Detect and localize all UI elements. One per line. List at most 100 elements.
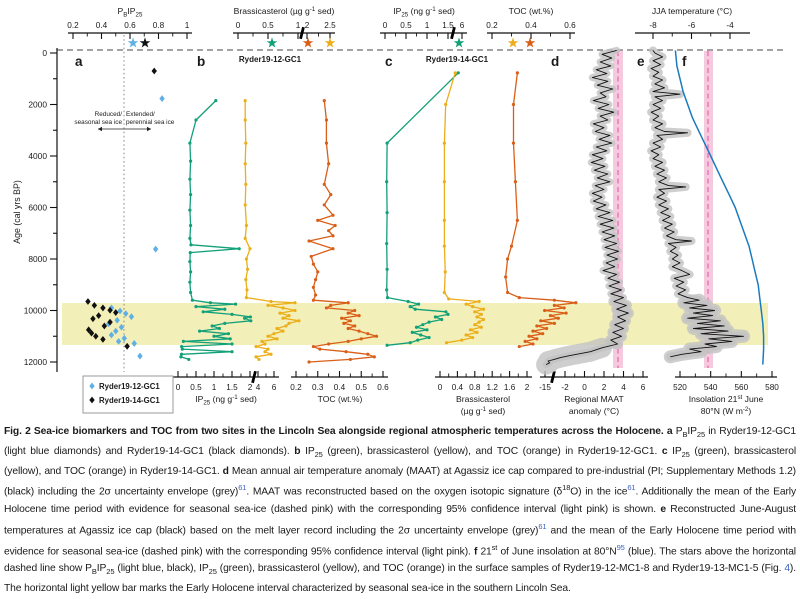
svg-text:80°N (W m-2): 80°N (W m-2) (701, 406, 752, 416)
svg-text:anomaly (°C): anomaly (°C) (569, 406, 619, 416)
svg-text:0.6: 0.6 (377, 383, 389, 392)
panel-letter-f: f (682, 54, 687, 69)
svg-text:Insolation 21st June: Insolation 21st June (689, 394, 764, 404)
axis-toc_c: 0.2 0.4 0.6 (486, 21, 576, 39)
series-ip25_b (179, 99, 253, 362)
figure-caption: Fig. 2 Sea-ice biomarkers and TOC from t… (4, 426, 797, 594)
svg-text:0: 0 (236, 21, 241, 30)
site-label: Ryder19-14-GC1 (426, 55, 489, 64)
svg-text:TOC (wt.%): TOC (wt.%) (509, 6, 554, 16)
svg-text:2.5: 2.5 (324, 21, 336, 30)
axis-brass_c: 0 0.4 0.8 1.2 1.6 2 (435, 371, 532, 392)
panel-letter-e: e (637, 54, 645, 69)
svg-text:PBIP25: PBIP25 (118, 6, 143, 18)
svg-text:2000: 2000 (28, 100, 47, 110)
svg-text:0.2: 0.2 (67, 21, 79, 30)
svg-text:2: 2 (525, 383, 530, 392)
svg-text:10000: 10000 (24, 306, 48, 316)
legend-label: Ryder19-14-GC1 (99, 396, 160, 405)
scatter-pbip25-ryder19-14-gc1 (85, 67, 157, 350)
svg-text:0: 0 (383, 21, 388, 30)
svg-text:Age (cal yrs BP): Age (cal yrs BP) (12, 180, 22, 244)
svg-text:0.8: 0.8 (469, 383, 481, 392)
svg-text:perennial sea ice: perennial sea ice (126, 119, 175, 126)
svg-text:-8: -8 (649, 21, 657, 30)
figure-svg: 0 2000 4000 6 0 0 0 8000 10000 12000 Age (cal yrs … (12, 6, 786, 416)
svg-text:1.5: 1.5 (226, 383, 238, 392)
svg-text:560: 560 (734, 383, 748, 392)
panel-letter-d: d (551, 54, 559, 69)
svg-text:2: 2 (305, 21, 310, 30)
axis-ip25_c: 0 0.5 1 1.5 6 (380, 21, 467, 40)
svg-text:0: 0 (176, 383, 181, 392)
legend: Ryder19-12-GC1 Ryder19-14-GC1 (82, 375, 174, 414)
surface-sample-stars (127, 37, 536, 48)
panel-letter-b: b (197, 54, 205, 69)
svg-text:6: 6 (460, 21, 465, 30)
svg-text:1.5: 1.5 (442, 21, 454, 30)
panel-letter-c: c (385, 54, 393, 69)
svg-text:Extended/: Extended/ (126, 111, 155, 118)
confidence-pink-band (704, 51, 713, 368)
svg-text:0.6: 0.6 (124, 21, 136, 30)
svg-text:0.2: 0.2 (486, 21, 498, 30)
axis-pbip25: 0.2 0.4 0.6 0.8 1 (67, 21, 192, 39)
svg-text:0.5: 0.5 (262, 21, 274, 30)
series-brass_b (243, 99, 301, 362)
axis-brass_b: 0 0.5 1 2 2.5 (233, 21, 336, 40)
sea-ice-regime-annotation: Reduced/seasonal sea ice Extended/perenni… (74, 111, 175, 132)
legend-label: Ryder19-12-GC1 (99, 382, 160, 391)
confidence-pink-band (613, 51, 623, 368)
series-jja_e (647, 46, 750, 364)
svg-text:520: 520 (673, 383, 687, 392)
series-toc_c (504, 71, 578, 349)
svg-text:0.3: 0.3 (312, 383, 324, 392)
svg-text:4000: 4000 (28, 151, 47, 161)
svg-text:Regional MAAT: Regional MAAT (564, 394, 624, 404)
svg-text:-2: -2 (561, 383, 569, 392)
svg-text:JJA temperature (°C): JJA temperature (°C) (652, 6, 732, 16)
series-toc_b (307, 99, 379, 364)
svg-text:580: 580 (765, 383, 779, 392)
series-brass_c (442, 71, 486, 345)
svg-text:2: 2 (602, 383, 607, 392)
svg-text:0.4: 0.4 (452, 383, 464, 392)
axis-maat_d: -15 -2 0 2 4 6 (539, 370, 648, 392)
svg-text:IP25 (ng g-1 sed): IP25 (ng g-1 sed) (393, 6, 455, 18)
svg-text:8000: 8000 (28, 254, 47, 264)
svg-text:Reduced/: Reduced/ (95, 111, 123, 118)
svg-text:4: 4 (621, 383, 626, 392)
svg-text:0.4: 0.4 (525, 21, 537, 30)
svg-text:6: 6 (272, 383, 277, 392)
svg-text:0.6: 0.6 (564, 21, 576, 30)
svg-text:seasonal sea ice: seasonal sea ice (74, 119, 122, 126)
svg-text:(µg g-1 sed): (µg g-1 sed) (461, 406, 506, 416)
svg-text:0: 0 (42, 48, 47, 58)
svg-text:540: 540 (704, 383, 718, 392)
svg-text:0: 0 (582, 383, 587, 392)
svg-text:Brassicasterol (µg g-1 sed): Brassicasterol (µg g-1 sed) (234, 6, 335, 16)
panel-letter-a: a (75, 54, 83, 69)
svg-text:0: 0 (438, 383, 443, 392)
svg-text:4: 4 (256, 383, 261, 392)
svg-text:0.4: 0.4 (334, 383, 346, 392)
site-label: Ryder19-12-GC1 (239, 55, 302, 64)
svg-text:IP25 (ng g-1 sed): IP25 (ng g-1 sed) (195, 394, 257, 406)
svg-text:0.2: 0.2 (290, 383, 302, 392)
svg-text:1.6: 1.6 (504, 383, 516, 392)
svg-text:0.5: 0.5 (190, 383, 202, 392)
svg-text:1: 1 (212, 383, 217, 392)
svg-text:0.5: 0.5 (400, 21, 412, 30)
svg-text:Brassicasterol: Brassicasterol (456, 394, 510, 404)
svg-text:1.2: 1.2 (487, 383, 499, 392)
age-axis: 0 2000 4000 6000 8000 10000 12000 Age (cal yrs … (12, 48, 58, 372)
svg-text:0.4: 0.4 (96, 21, 108, 30)
svg-text:-4: -4 (726, 21, 734, 30)
svg-text:2: 2 (248, 383, 253, 392)
axis-jja_e: -8 -6 -4 (635, 21, 750, 39)
svg-text:-15: -15 (539, 383, 551, 392)
svg-text:12000: 12000 (24, 357, 48, 367)
svg-text:1: 1 (296, 21, 301, 30)
series-ip25_c (385, 71, 460, 347)
svg-text:0.8: 0.8 (153, 21, 165, 30)
